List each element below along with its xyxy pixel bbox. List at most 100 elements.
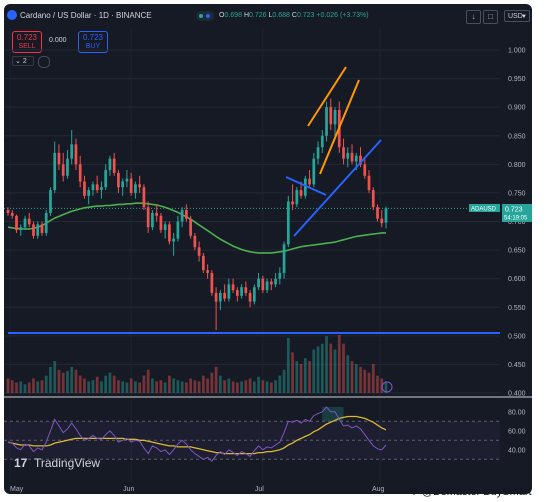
price-tick-label: 0.450 (508, 362, 526, 369)
volume-bar (44, 375, 48, 393)
market-status-icon[interactable] (196, 11, 214, 21)
volume-bar (371, 364, 375, 393)
candle-body (252, 287, 256, 302)
volume-bar (257, 376, 260, 393)
volume-bar (176, 380, 180, 393)
volume-bar (6, 378, 10, 393)
price-chart[interactable]: 0.400 0.450 0.500 0.550 0.600 0.650 0.700 0.750… (4, 4, 532, 494)
volume-bar (299, 364, 303, 393)
volume-bar (61, 372, 65, 393)
symbol-logo-icon (7, 10, 17, 20)
volume-bar (227, 378, 231, 393)
volume-bar (142, 375, 146, 393)
candle-body (66, 158, 69, 176)
volume-bar (151, 378, 154, 393)
volume-bar (193, 380, 197, 393)
buy-label: BUY (85, 43, 101, 50)
volume-bar (244, 380, 248, 393)
candle-body (367, 175, 371, 191)
symbol-title[interactable]: Cardano / US Dollar · 1D · BINANCE (20, 11, 152, 20)
volume-bar (303, 358, 307, 393)
volume-bar (23, 384, 27, 393)
candle-body (295, 190, 299, 205)
time-axis: May Jun Jul Aug (10, 486, 385, 493)
time-tick-label: Jun (123, 486, 134, 493)
candle-body (125, 178, 129, 182)
price-tick-label: 0.900 (508, 105, 526, 112)
price-axis: 0.400 0.450 0.500 0.550 0.600 0.650 0.700 0.750… (508, 48, 526, 398)
currency-selector[interactable]: USD ▼ (504, 10, 530, 22)
volume-bar (206, 378, 209, 393)
candle-body (27, 218, 31, 225)
candle-body (206, 270, 209, 273)
chart-window: Cardano / US Dollar · 1D · BINANCE O0.69… (4, 4, 532, 494)
rsi-axis: 40.00 60.00 80.00 (508, 409, 526, 454)
rsi-ma-line (7, 415, 387, 455)
candle-body (49, 190, 52, 213)
volume-bar (337, 335, 341, 393)
candle-body (299, 190, 303, 196)
volume-bar (70, 366, 74, 393)
volume-bar (295, 361, 299, 393)
volume-bar (27, 382, 31, 393)
volume-bar (291, 352, 294, 393)
candle-body (333, 110, 337, 125)
volume-bar (53, 361, 57, 393)
volume-bar (74, 369, 78, 393)
candle-body (15, 215, 18, 231)
brand-name: TradingView (34, 456, 100, 470)
candle-body (210, 272, 214, 293)
rsi-line (7, 406, 387, 462)
candle-body (87, 190, 91, 196)
buy-button[interactable]: 0.723 BUY (78, 31, 108, 53)
candle-body (53, 152, 57, 191)
candle-body (223, 292, 226, 299)
candle-body (342, 147, 345, 159)
volume-bar (112, 375, 116, 393)
volume-bar (312, 349, 316, 393)
volume-bar (129, 378, 133, 393)
rsi-overbought-fill (322, 407, 344, 422)
candle-body (371, 190, 375, 208)
volume-bar (363, 369, 367, 393)
download-icon[interactable]: ↓ (466, 10, 481, 24)
indicator-count: 2 (22, 58, 27, 65)
volume-bar (91, 380, 95, 393)
ohlc-low-value: 0.688 (272, 12, 290, 19)
volume-bar (354, 364, 358, 393)
price-tick-label: 0.850 (508, 133, 526, 140)
candle-body (380, 218, 384, 224)
candle-body (265, 281, 269, 291)
candle-body (384, 208, 388, 223)
screenshot-icon[interactable]: □ (483, 10, 498, 24)
volume-bar (376, 375, 379, 393)
sell-button[interactable]: 0.723 SELL (12, 31, 42, 53)
candle-body (346, 152, 350, 159)
eye-icon[interactable] (38, 56, 50, 68)
ohlc-open-label: O (219, 12, 225, 19)
volume-bar (19, 381, 23, 393)
volume-bar (104, 375, 108, 393)
candle-body (261, 278, 265, 291)
rsi-tick-label: 40.00 (508, 447, 526, 454)
price-tick-label: 0.750 (508, 190, 526, 197)
candles (6, 98, 388, 331)
volume-bar (49, 366, 52, 393)
candle-body (10, 212, 14, 216)
candle-body (108, 158, 112, 171)
indicators-toggle[interactable]: ⌄ 2 (12, 56, 34, 66)
candle-body (329, 107, 333, 125)
volume-bar (325, 336, 328, 393)
sell-price: 0.723 (16, 33, 38, 42)
volume-bar (189, 378, 192, 393)
watermark: @BeMaster BuySmart (422, 486, 532, 498)
time-tick-label: Aug (372, 486, 385, 493)
volume-bar (108, 372, 112, 393)
price-tick-label: 0.700 (508, 219, 526, 226)
ohlc-open-value: 0.698 (224, 12, 242, 19)
candle-body (104, 170, 108, 188)
candle-body (354, 155, 358, 162)
rsi-tick-label: 80.00 (508, 409, 526, 416)
volume-bar (121, 381, 125, 393)
volume-bar (95, 376, 99, 393)
